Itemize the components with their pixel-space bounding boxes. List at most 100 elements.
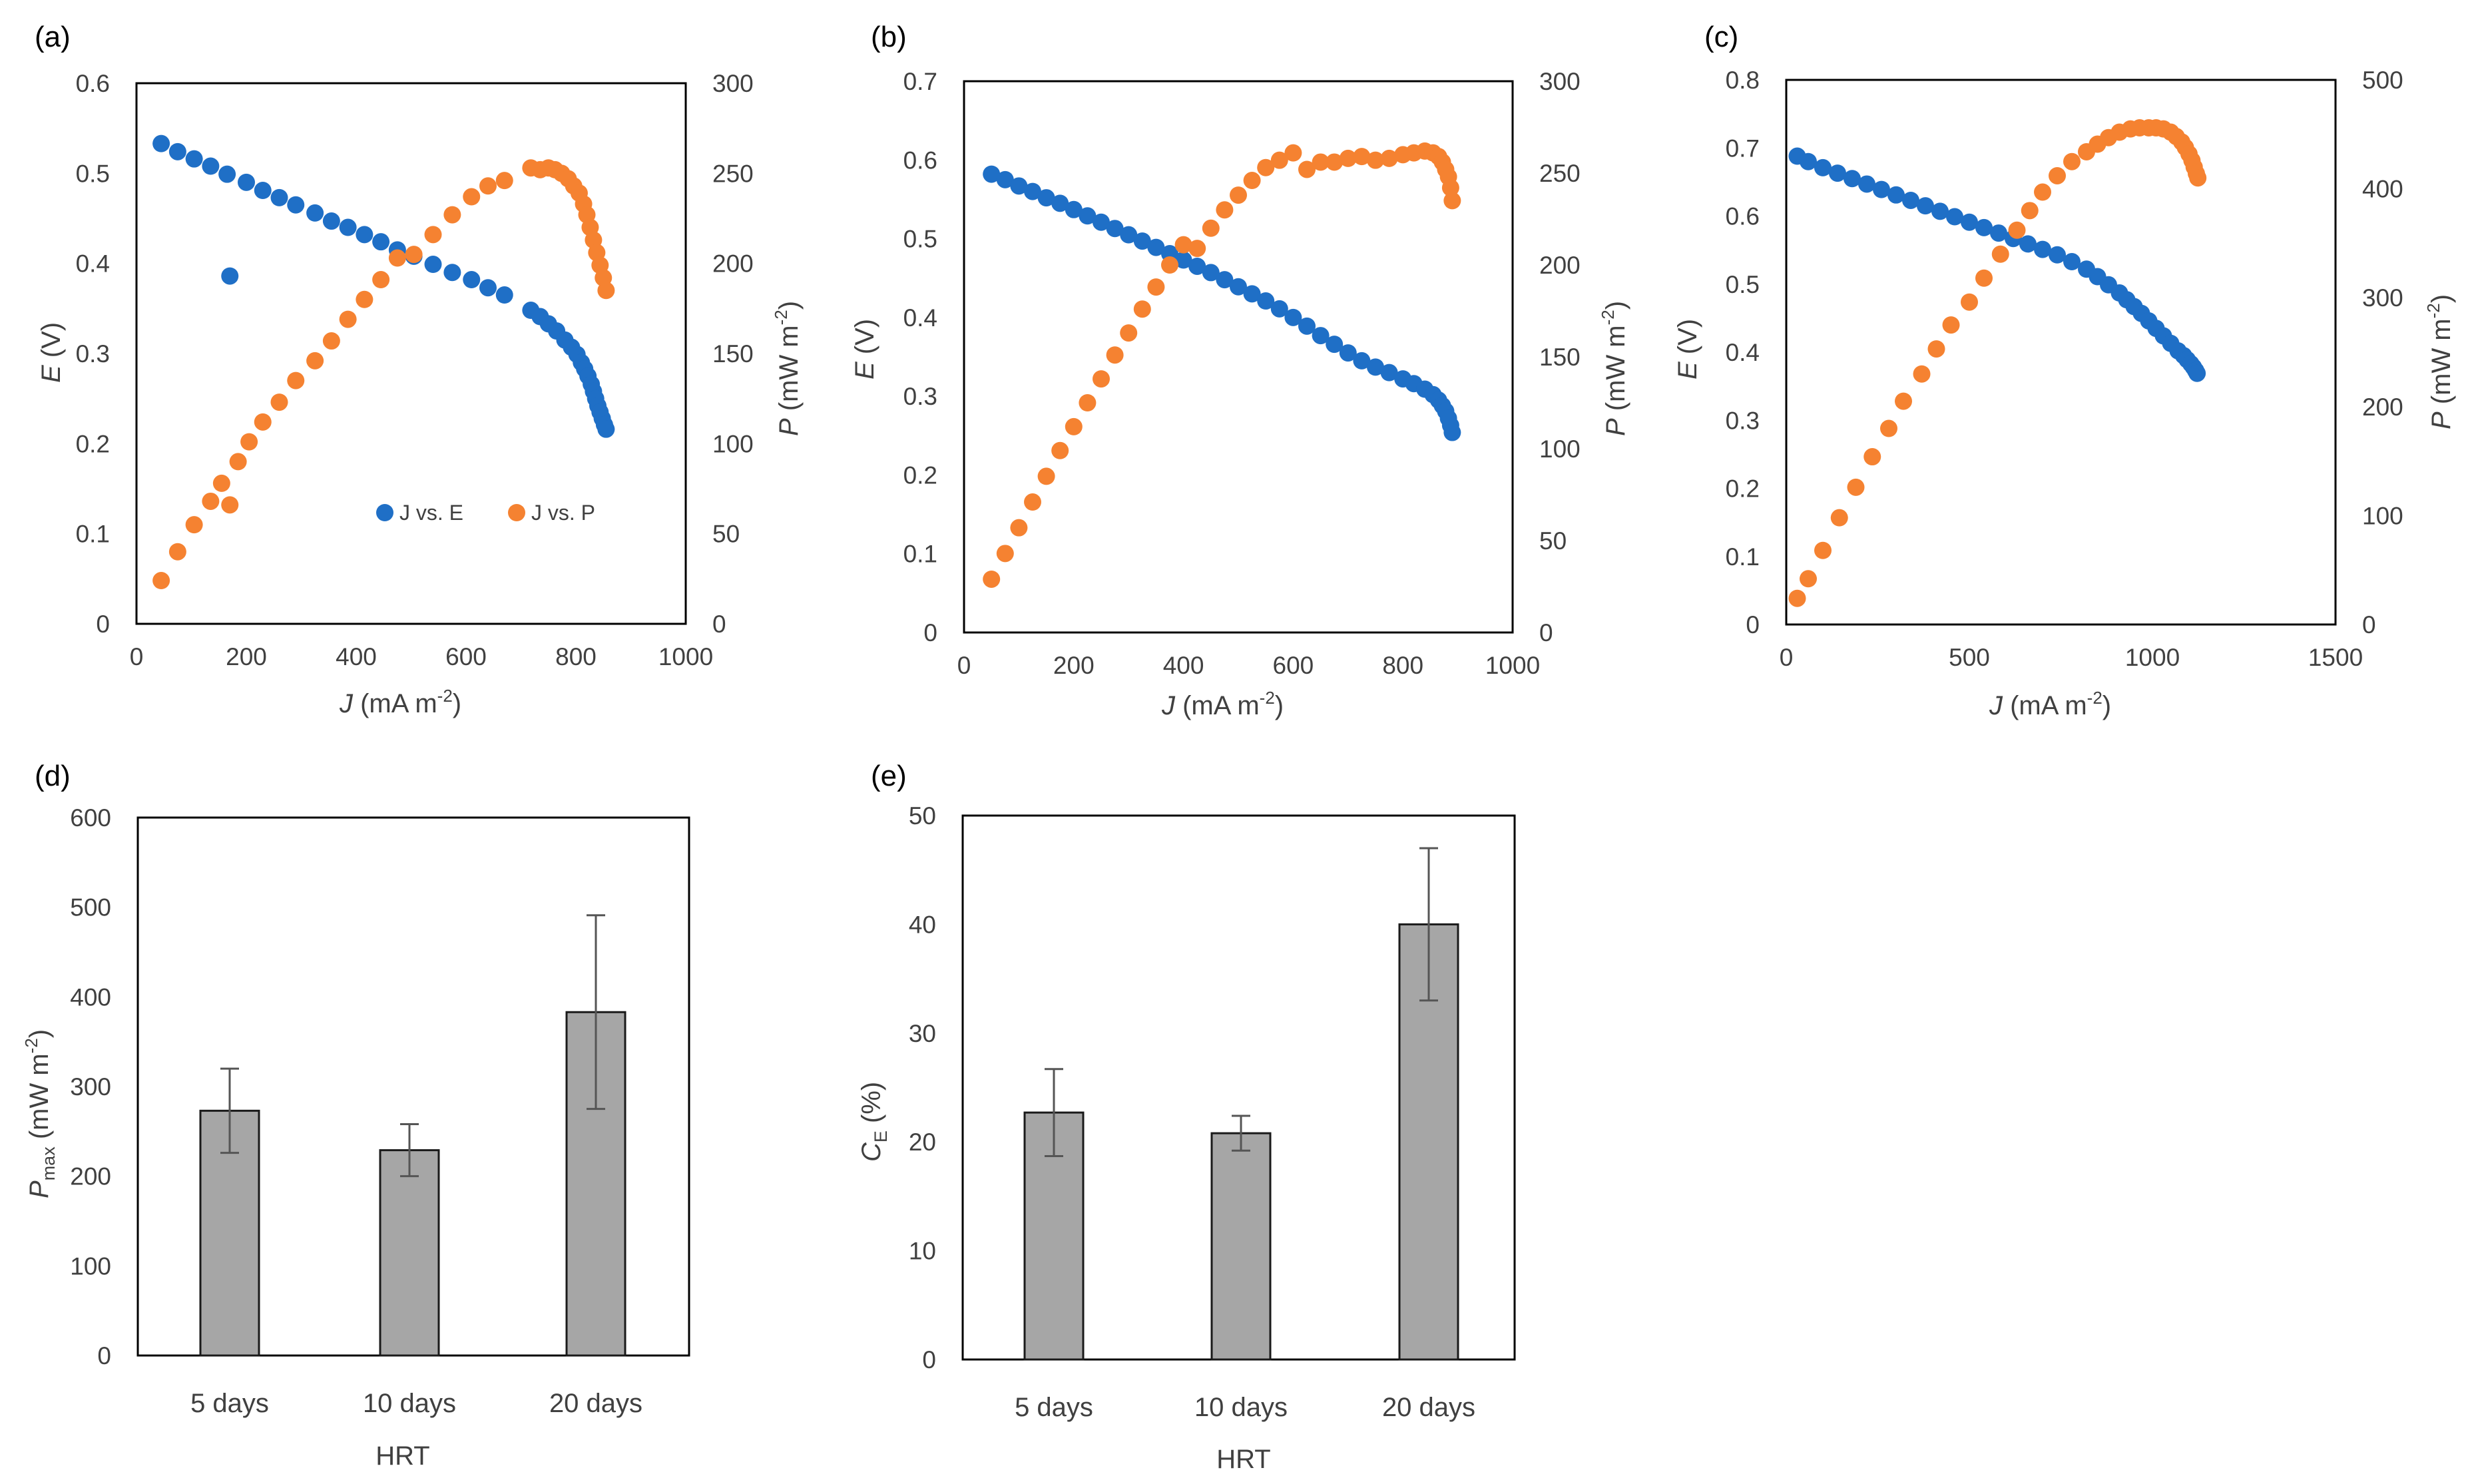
y-tick-label: 0.1: [903, 541, 937, 568]
x-axis-label-e: HRT: [1216, 1445, 1270, 1474]
data-point-p: [1161, 256, 1178, 274]
panel-label-b: (b): [871, 21, 907, 53]
legend-marker-e: [376, 504, 393, 521]
data-point-p: [443, 206, 461, 224]
data-point-p: [1312, 153, 1330, 171]
data-point-p: [1830, 509, 1848, 527]
data-point-p: [983, 570, 1001, 588]
legend-marker-p: [508, 504, 525, 521]
data-point-e: [1873, 180, 1890, 198]
x-tick-labels-a: 0 200 400 600 800 1000: [130, 643, 713, 670]
y-tick-label: 0: [96, 611, 110, 638]
data-point-e: [597, 420, 615, 438]
y-tick-label: 20: [909, 1128, 936, 1156]
data-point-e: [1230, 278, 1247, 296]
data-point-e: [202, 157, 220, 175]
data-point-p: [2034, 183, 2051, 201]
data-point-p: [1380, 149, 1398, 167]
y-tick-label: 0: [922, 1346, 936, 1373]
y-tick-label: 0.3: [903, 383, 937, 410]
y2-tick-labels-a: 0 50 100 150 200 250 300: [712, 70, 754, 638]
y-tick-label: 0.4: [76, 250, 110, 278]
panel-a: (a) 0 0.1 0.2 0.3 0.4 0.5 0.6 0 50 100 150 200 250 3…: [35, 21, 804, 718]
data-point-e: [185, 150, 203, 168]
y2-tick-labels-b: 0 50 100 150 200 250 300: [1539, 68, 1581, 646]
data-point-e: [1961, 213, 1978, 231]
data-point-p: [254, 413, 272, 431]
data-point-e: [339, 218, 357, 236]
data-point-e: [1917, 197, 1934, 215]
x-axis-label-b: J (mA m-2): [1161, 688, 1284, 720]
x-axis-label-a: J (mA m-2): [339, 686, 461, 718]
data-point-p: [306, 352, 324, 370]
data-point-p: [212, 474, 230, 492]
data-point-p: [1230, 186, 1247, 204]
data-point-p: [1367, 151, 1384, 169]
data-point-e: [1380, 364, 1398, 381]
data-point-p: [1443, 192, 1461, 210]
data-point-p: [1024, 493, 1041, 511]
y-tick-label: 0.6: [1726, 203, 1760, 230]
y-tick-label: 0.4: [1726, 339, 1760, 366]
data-point-e: [372, 233, 390, 251]
y2-tick-label: 100: [2362, 502, 2403, 529]
error-bar: [1419, 847, 1438, 1002]
data-point-e: [1814, 158, 1832, 176]
category-label: 10 days: [363, 1389, 456, 1418]
data-point-e: [1188, 257, 1206, 275]
data-point-p: [356, 290, 373, 308]
x-tick-label: 0: [957, 652, 971, 679]
y-tick-label: 0.3: [76, 340, 110, 368]
y2-axis-label-a: P (mW m-2): [771, 301, 804, 436]
y-tick-label: 0.5: [1726, 271, 1760, 298]
data-point-p: [1339, 149, 1357, 167]
plot-area-c: [1785, 79, 2337, 626]
plot-area-b: [963, 80, 1514, 634]
data-point-e: [1257, 292, 1275, 310]
data-point-e: [1931, 202, 1949, 220]
data-point-p: [1353, 148, 1371, 166]
data-point-e: [1216, 271, 1234, 289]
data-point-e: [1887, 186, 1905, 204]
data-point-e: [2019, 235, 2037, 253]
bars-d: [199, 914, 626, 1357]
y-axis-label-a: E (V): [37, 322, 66, 383]
data-point-p: [1298, 160, 1316, 178]
y2-tick-label: 50: [1539, 527, 1567, 555]
data-point-p: [1284, 144, 1302, 162]
data-point-p: [1800, 570, 1817, 588]
data-point-e: [479, 279, 497, 297]
data-point-e: [1312, 327, 1330, 345]
x-tick-label: 1500: [2308, 644, 2363, 671]
data-point-p: [1441, 179, 1459, 197]
panel-label-e: (e): [871, 760, 907, 792]
category-label: 5 days: [190, 1389, 269, 1418]
panel-label-a: (a): [35, 21, 71, 53]
data-point-p: [1814, 541, 1832, 559]
panel-d: (d) 0 100 200 300 400 500 600 5 days 10 days 20 …: [21, 760, 690, 1471]
data-point-e: [221, 267, 239, 285]
y2-tick-label: 250: [1539, 160, 1581, 187]
data-points-a: [152, 134, 615, 590]
panel-c: (c) 0 0.1 0.2 0.3 0.4 0.5 0.6 0.7 0.8 0 100 200 300…: [1673, 21, 2456, 720]
data-point-e: [1858, 175, 1875, 193]
y-axis-label-d: Pmax (mW m-2): [21, 1029, 59, 1198]
y-tick-label: 0: [97, 1342, 111, 1369]
data-point-p: [1051, 441, 1069, 459]
y2-tick-label: 300: [2362, 284, 2403, 312]
data-point-p: [388, 249, 406, 267]
data-point-p: [322, 332, 340, 350]
y-tick-labels-e: 0 10 20 30 40 50: [909, 802, 936, 1373]
x-tick-label: 400: [336, 643, 377, 670]
y-axis-label-e: CE (%): [857, 1082, 891, 1162]
y2-tick-label: 50: [712, 521, 740, 548]
y2-tick-label: 100: [1539, 435, 1581, 463]
data-point-e: [1443, 423, 1461, 441]
y-tick-label: 0.2: [76, 430, 110, 457]
y-tick-label: 600: [70, 804, 111, 832]
data-point-p: [1216, 201, 1234, 219]
y-tick-label: 0.1: [1726, 543, 1760, 571]
panel-label-d: (d): [35, 760, 71, 792]
y-tick-label: 0.5: [903, 226, 937, 253]
y-axis-label-c: E (V): [1673, 319, 1702, 379]
